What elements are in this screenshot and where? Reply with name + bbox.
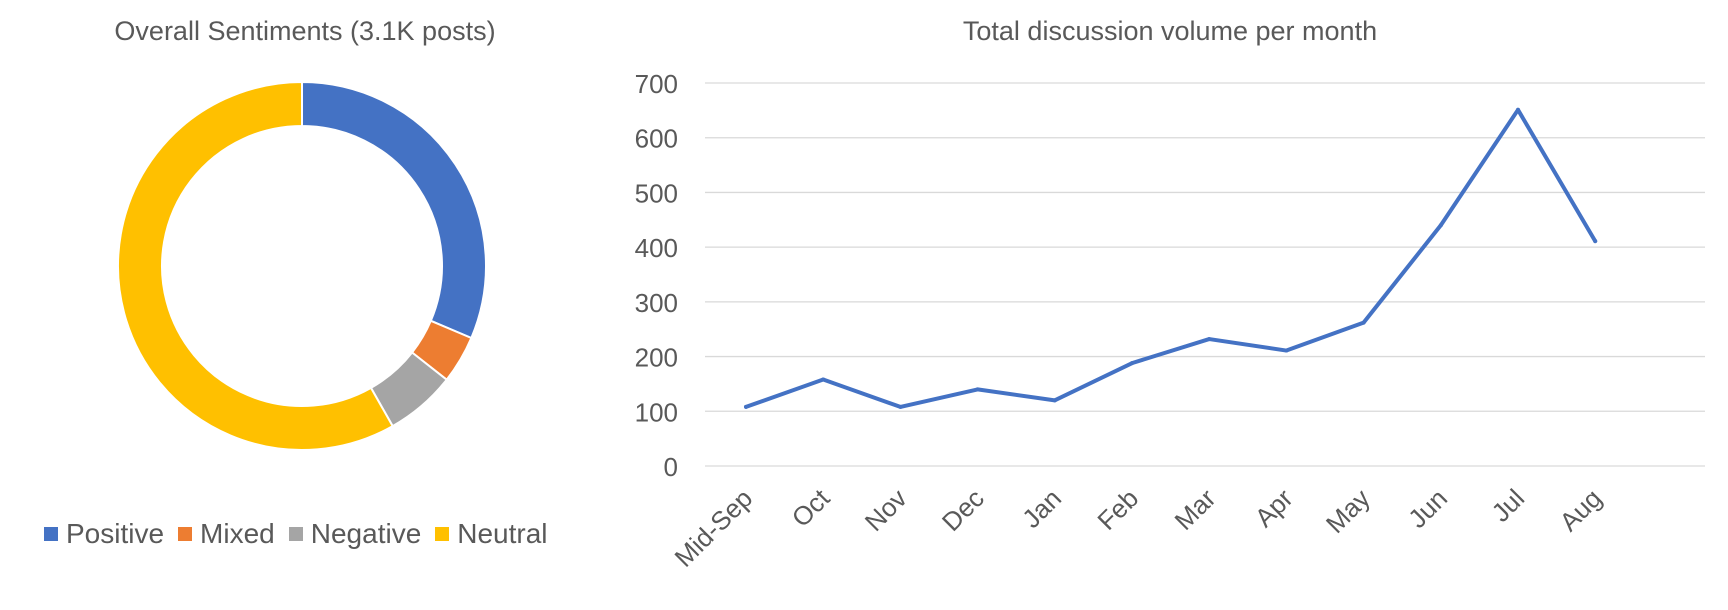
- legend-item-negative: Negative: [288, 518, 422, 550]
- data-point-aug: [1593, 239, 1598, 244]
- legend-swatch: [288, 527, 303, 541]
- x-tick-label: Mar: [1169, 483, 1222, 536]
- data-point-oct: [821, 377, 826, 382]
- y-tick-label: 100: [635, 397, 678, 427]
- x-tick-label: Mid-Sep: [669, 483, 759, 573]
- data-point-nov: [898, 404, 903, 409]
- legend-swatch: [435, 527, 450, 541]
- legend-item-positive: Positive: [44, 518, 164, 550]
- x-tick-label: May: [1320, 483, 1376, 539]
- series-line: [744, 107, 1598, 409]
- legend-swatch: [178, 527, 193, 541]
- data-point-jul: [1516, 107, 1520, 112]
- data-point-dec: [975, 387, 980, 392]
- data-point-jan: [1052, 398, 1057, 403]
- x-tick-label: Jul: [1486, 483, 1531, 528]
- x-tick-label: Jan: [1016, 483, 1067, 534]
- data-point-feb: [1130, 361, 1134, 366]
- x-tick-label: Nov: [859, 483, 913, 537]
- legend-label: Positive: [66, 518, 165, 549]
- y-tick-label: 600: [635, 124, 678, 154]
- data-point-apr: [1284, 348, 1289, 353]
- data-point-mid-sep: [744, 404, 748, 409]
- y-tick-label: 700: [635, 69, 678, 99]
- data-point-may: [1361, 320, 1366, 325]
- x-tick-label: Oct: [786, 482, 836, 532]
- sentiment-donut-chart: [117, 80, 487, 451]
- x-tick-label: Aug: [1554, 483, 1608, 537]
- donut-legend: Positive Mixed Negative Neutral: [44, 518, 562, 550]
- y-tick-label: 200: [635, 343, 678, 373]
- legend-item-mixed: Mixed: [178, 518, 275, 550]
- donut-slice-neutral: [117, 80, 395, 451]
- legend-swatch: [44, 527, 58, 541]
- y-tick-label: 500: [635, 178, 678, 208]
- line-chart-title: Total discussion volume per month: [962, 16, 1378, 46]
- data-point-mar: [1207, 337, 1212, 342]
- x-tick-label: Jun: [1402, 483, 1453, 534]
- legend-label: Neutral: [457, 518, 548, 549]
- x-tick-label: Dec: [936, 483, 990, 537]
- legend-item-neutral: Neutral: [435, 518, 548, 550]
- legend-label: Negative: [310, 518, 422, 549]
- y-tick-label: 400: [635, 233, 678, 263]
- x-tick-label: Apr: [1249, 483, 1299, 533]
- y-tick-label: 0: [664, 452, 678, 482]
- x-tick-label: Feb: [1091, 483, 1144, 536]
- donut-chart-title: Overall Sentiments (3.1K posts): [114, 16, 496, 46]
- data-point-jun: [1438, 223, 1443, 228]
- y-tick-label: 300: [635, 288, 678, 318]
- legend-label: Mixed: [200, 518, 275, 549]
